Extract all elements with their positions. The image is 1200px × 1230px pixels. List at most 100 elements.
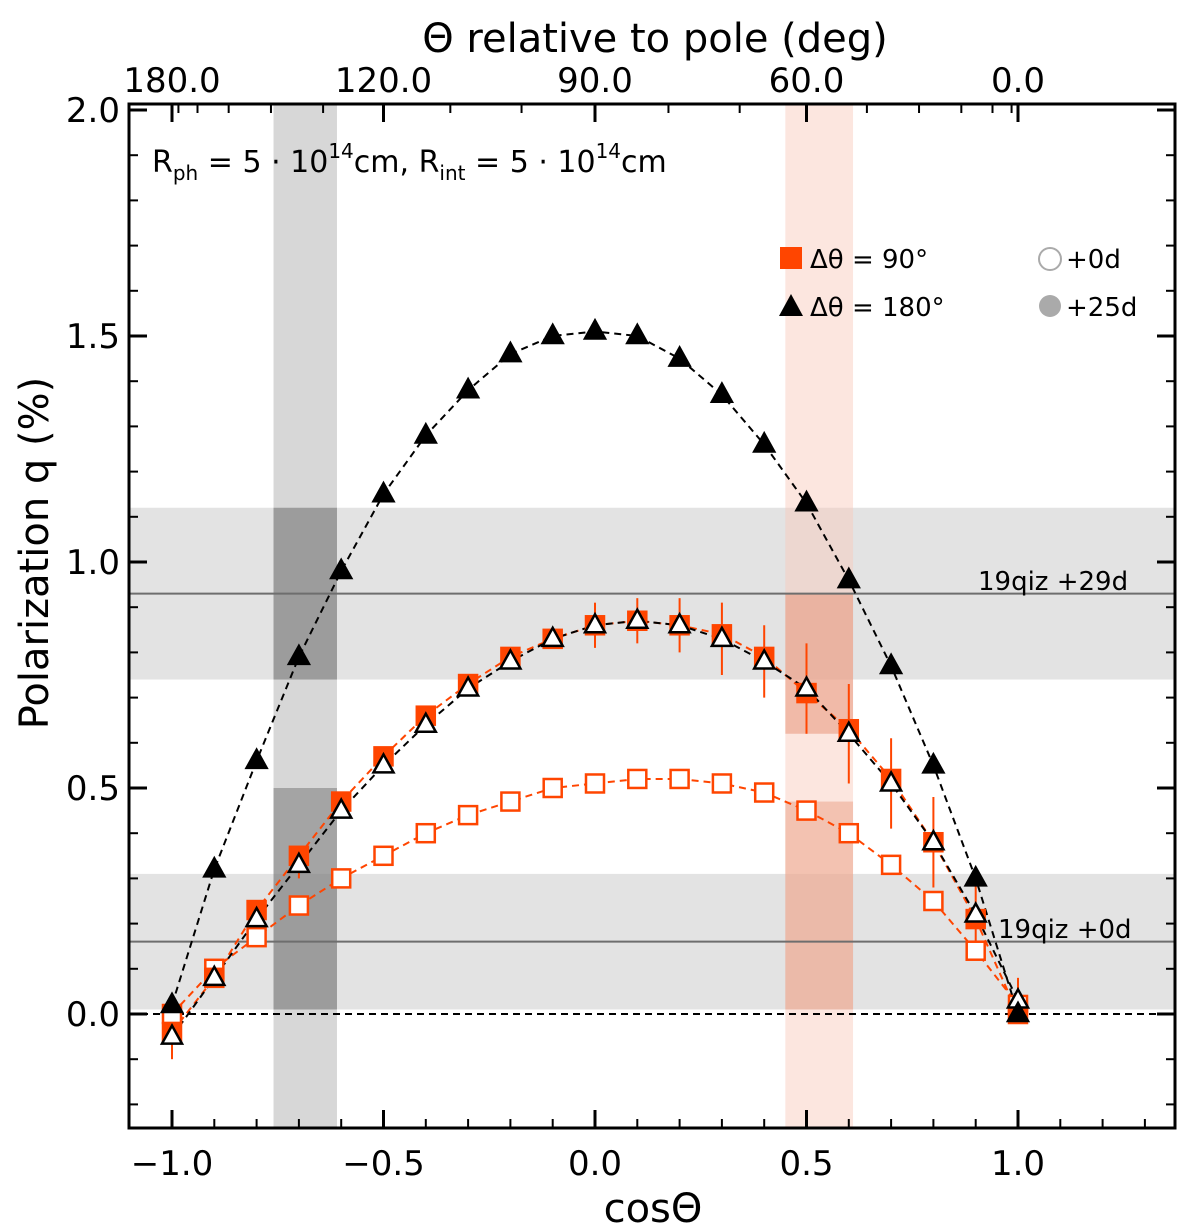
point-s0-17: [880, 854, 902, 876]
r-int-subscript: int: [439, 161, 465, 185]
ref-label-29d: 19qiz +29d: [978, 567, 1128, 597]
y-tick-label-1: 0.5: [66, 769, 120, 809]
point-s2-17: [878, 769, 904, 792]
point-s3-5: [371, 480, 396, 503]
point-s0-5: [373, 845, 394, 867]
r-ph-subscript: ph: [173, 161, 198, 185]
point-s0-13: [711, 773, 733, 794]
legend-triangle-marker: [779, 294, 803, 316]
legend-label-180: Δθ = 180°: [810, 293, 945, 323]
r-int-symbol: R: [419, 145, 440, 180]
point-s2-0: [159, 1023, 185, 1045]
point-s3-11: [625, 322, 650, 345]
top-tick-label-1: 120.0: [335, 61, 432, 101]
point-s0-6: [415, 822, 437, 844]
point-s0-2: [246, 926, 267, 948]
point-s2-2: [244, 905, 269, 928]
point-s2-1: [202, 964, 227, 987]
point-s2-9: [540, 625, 565, 648]
radius-annotation: Rph = 5 · 1014cm, Rint = 5 · 1014cm: [152, 139, 667, 185]
point-s2-5: [371, 751, 396, 774]
point-s0-10: [584, 773, 606, 794]
point-s3-2: [244, 747, 269, 770]
point-s3-20: [1005, 1000, 1031, 1023]
r-ph-unit: cm,: [354, 145, 419, 180]
point-s3-8: [498, 340, 523, 363]
series-line-0: [171, 777, 1019, 1015]
point-s3-7: [455, 376, 481, 399]
point-s2-11: [625, 607, 650, 630]
reference-lines: [129, 592, 1175, 943]
point-s2-13: [709, 625, 735, 648]
point-s0-9: [542, 777, 563, 799]
point-s0-8: [500, 791, 521, 812]
point-s2-4: [329, 797, 354, 819]
point-s3-4: [329, 557, 354, 580]
legend-open-circle-marker: [1038, 247, 1062, 271]
legend-label-90: Δθ = 90°: [810, 245, 928, 275]
point-s0-12: [669, 768, 690, 790]
point-s2-7: [455, 674, 481, 697]
point-s2-18: [921, 828, 946, 851]
y-tick-label-2: 1.0: [66, 543, 120, 583]
point-s3-15: [794, 489, 819, 512]
point-s0-15: [796, 800, 817, 821]
shaded-bands: [129, 104, 1175, 1128]
point-s3-18: [921, 751, 946, 774]
legend-filled-circle-marker: [1039, 295, 1061, 317]
point-s3-9: [540, 322, 565, 345]
top-tick-label-0: 180.0: [123, 61, 220, 101]
point-s3-19: [963, 864, 988, 887]
point-s3-1: [202, 855, 227, 878]
point-s3-14: [752, 430, 777, 453]
r-int-unit: cm: [621, 145, 667, 180]
point-s2-16: [836, 720, 861, 743]
top-tick-label-4: 0.0: [991, 61, 1045, 101]
point-s3-12: [667, 345, 692, 367]
r-ph-value: = 5 · 10: [198, 145, 328, 180]
point-s2-3: [286, 851, 312, 874]
point-s3-0: [159, 991, 185, 1014]
y-tick-label-0: 0.0: [66, 995, 120, 1035]
r-ph-exponent: 14: [328, 139, 353, 163]
point-s2-15: [794, 674, 819, 697]
ref-label-0d: 19qiz +0d: [998, 915, 1132, 945]
point-s3-10: [582, 317, 608, 340]
point-s3-16: [836, 566, 861, 589]
x-tick-label-3: 0.5: [779, 1144, 833, 1184]
y-tick-label-3: 1.5: [66, 317, 120, 357]
axes: [127, 102, 1177, 1130]
legend: Δθ = 90° Δθ = 180° +0d +25d: [779, 245, 1137, 323]
point-s2-12: [667, 611, 692, 634]
point-s2-10: [582, 611, 608, 634]
overlap-band-2: [785, 593, 854, 734]
point-s3-6: [413, 421, 438, 444]
point-s3-17: [878, 652, 904, 675]
r-ph-symbol: R: [152, 145, 173, 180]
x-axis-title: cosΘ: [604, 1186, 703, 1230]
plot-frame: [127, 102, 1177, 1130]
point-s0-19: [965, 940, 986, 961]
point-s0-7: [457, 804, 479, 826]
x-tick-label-2: 0.0: [568, 1144, 622, 1184]
data-markers: [159, 317, 1031, 1045]
point-s2-19: [963, 900, 988, 923]
x-tick-label-4: 1.0: [991, 1144, 1045, 1184]
legend-label-0d: +0d: [1066, 245, 1121, 275]
y-axis-title: Polarization q (%): [12, 377, 58, 730]
top-tick-label-3: 60.0: [769, 61, 845, 101]
top-x-axis-title: Θ relative to pole (deg): [422, 16, 888, 62]
point-s2-6: [413, 711, 438, 733]
legend-label-25d: +25d: [1066, 293, 1137, 323]
point-s3-3: [286, 643, 312, 666]
r-int-exponent: 14: [596, 139, 621, 163]
point-s3-13: [709, 381, 735, 404]
point-s0-3: [288, 895, 310, 916]
y-tick-label-4: 2.0: [66, 91, 120, 131]
point-s0-4: [330, 868, 352, 889]
point-s2-14: [752, 647, 777, 670]
point-s2-8: [498, 647, 523, 670]
x-tick-label-1: −0.5: [342, 1144, 425, 1184]
